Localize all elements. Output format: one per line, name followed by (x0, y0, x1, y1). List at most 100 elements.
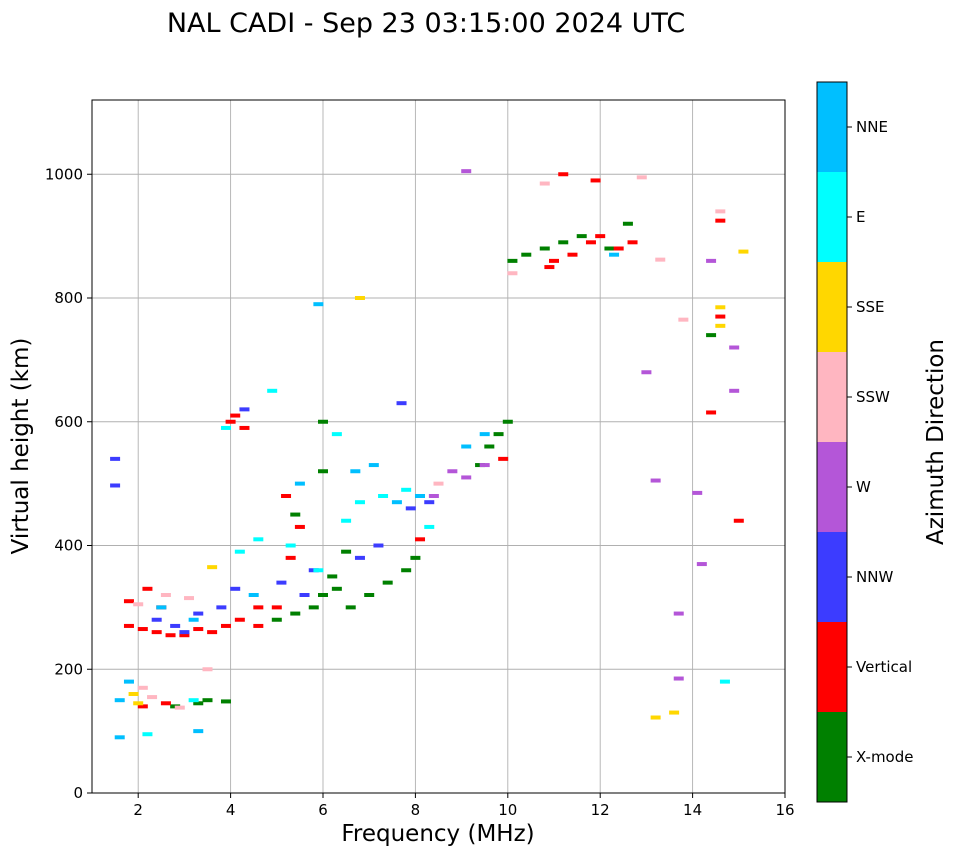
data-point (539, 246, 550, 251)
data-point (613, 246, 624, 251)
data-point (318, 469, 328, 474)
colorbar-tick-label: X-mode (856, 748, 913, 766)
y-tick-label: 0 (73, 784, 83, 802)
x-axis: 2 4 6 8 10 12 14 16 (133, 793, 795, 819)
x-tick-label: 16 (775, 801, 794, 819)
data-point (706, 410, 717, 415)
data-point (299, 593, 310, 597)
data-point (271, 617, 282, 622)
data-point (193, 729, 204, 734)
data-point (345, 605, 356, 610)
series-sse (128, 249, 749, 720)
axes-frame (91, 99, 786, 794)
data-point (331, 586, 342, 591)
data-point (253, 623, 264, 628)
data-point (715, 209, 726, 214)
data-point (669, 710, 680, 715)
data-point (193, 611, 204, 616)
data-point (673, 676, 684, 681)
data-point (123, 623, 134, 628)
data-point (673, 611, 684, 616)
x-tick-label: 4 (226, 801, 236, 819)
data-point (539, 181, 550, 186)
data-point (678, 317, 689, 322)
data-point (207, 565, 218, 570)
data-point (151, 630, 162, 635)
plot-area: 2 4 6 8 10 12 14 16 0 200 400 600 800 1000 (45, 99, 795, 819)
series-x-mode (170, 221, 717, 709)
data-point (354, 555, 365, 560)
data-point (234, 617, 245, 622)
data-point (137, 685, 148, 690)
x-tick-label: 12 (591, 801, 610, 819)
data-point (433, 481, 444, 486)
y-tick-label: 400 (54, 537, 83, 555)
data-point (133, 701, 144, 706)
data-point (188, 617, 199, 622)
x-tick-label: 10 (498, 801, 517, 819)
data-point (193, 701, 204, 706)
data-point (364, 593, 375, 597)
data-point (318, 419, 328, 424)
data-point (479, 432, 490, 437)
colorbar-segment (817, 622, 847, 712)
colorbar-frame (816, 81, 848, 803)
data-point (498, 456, 509, 461)
data-point (368, 463, 379, 468)
data-point (447, 469, 458, 474)
data-point (170, 623, 181, 628)
data-point (428, 494, 439, 498)
data-point (692, 490, 703, 495)
data-point (405, 506, 416, 511)
data-point (604, 246, 615, 251)
data-point (706, 258, 717, 263)
data-point (424, 524, 435, 529)
data-point (248, 593, 259, 597)
data-point (354, 296, 365, 300)
data-point (165, 633, 176, 638)
data-marks (110, 169, 749, 740)
data-point (493, 432, 504, 437)
data-point (415, 494, 426, 498)
data-point (585, 240, 596, 245)
data-point (650, 715, 661, 720)
y-axis-label: Virtual height (km) (8, 338, 34, 555)
data-point (110, 456, 121, 461)
grid (92, 100, 785, 793)
data-point (225, 419, 236, 424)
data-point (595, 234, 606, 239)
data-point (318, 593, 328, 597)
data-point (461, 475, 472, 480)
y-tick-label: 200 (54, 660, 83, 678)
data-point (123, 599, 134, 604)
data-point (696, 562, 707, 567)
x-tick-label: 2 (133, 801, 143, 819)
series-nne (114, 252, 620, 740)
data-point (202, 667, 213, 672)
data-point (179, 633, 190, 638)
series-nnw (110, 401, 435, 635)
data-point (133, 602, 144, 607)
series-e (142, 388, 730, 737)
data-point (137, 704, 148, 709)
data-point (267, 388, 278, 393)
x-tick-label: 6 (318, 801, 328, 819)
data-point (641, 370, 652, 375)
data-point (738, 249, 749, 254)
data-point (729, 345, 740, 350)
data-point (313, 568, 324, 573)
colorbar-tick-label: E (856, 208, 865, 226)
data-point (401, 568, 412, 573)
y-tick-label: 800 (54, 289, 83, 307)
data-point (706, 333, 717, 338)
data-point (558, 172, 569, 177)
data-point (484, 444, 495, 449)
data-point (253, 537, 264, 542)
data-point (207, 630, 218, 635)
data-point (341, 518, 352, 523)
data-point (715, 323, 726, 328)
data-point (294, 481, 305, 486)
data-point (142, 732, 153, 737)
data-point (327, 574, 338, 579)
data-point (331, 432, 342, 437)
